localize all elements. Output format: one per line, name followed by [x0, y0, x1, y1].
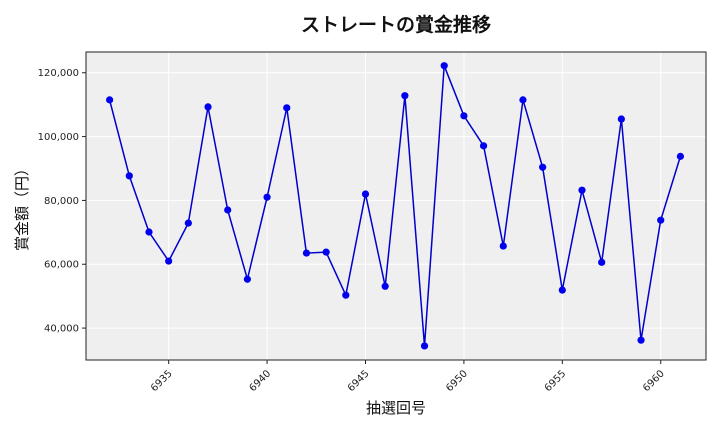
data-point: [539, 163, 547, 171]
x-tick-label: 6945: [346, 368, 372, 394]
data-point: [676, 152, 685, 160]
data-point: [145, 228, 153, 236]
x-tick-label: 6950: [444, 368, 470, 394]
y-tick-label: 120,000: [38, 68, 79, 79]
data-point: [283, 104, 291, 112]
data-line: [108, 65, 682, 347]
data-point: [381, 282, 389, 290]
y-tick-label: 80,000: [44, 196, 79, 207]
data-point: [106, 96, 114, 104]
gridlines: [86, 52, 706, 360]
data-point: [657, 216, 665, 224]
y-axis-label: 賞金額（円）: [13, 161, 31, 251]
data-point: [479, 142, 488, 150]
plot-frame: [85, 51, 707, 361]
data-point: [637, 336, 645, 344]
data-point: [598, 258, 606, 266]
data-point: [401, 92, 409, 100]
x-tick-label: 6960: [641, 368, 667, 394]
data-point: [460, 112, 468, 120]
data-point: [578, 186, 586, 194]
plot-area: [86, 52, 706, 360]
x-tick-label: 6940: [247, 368, 273, 394]
data-point: [165, 257, 173, 265]
data-point: [499, 242, 507, 250]
x-axis-ticks: 6935 6940 6945 6950 6955 6960: [149, 360, 667, 394]
data-point: [361, 190, 370, 198]
data-point: [302, 249, 311, 257]
data-point: [184, 219, 192, 227]
data-point: [125, 172, 133, 180]
data-point: [243, 275, 251, 283]
data-point: [224, 206, 232, 214]
y-tick-label: 40,000: [44, 324, 79, 335]
data-point: [519, 96, 527, 104]
data-point: [558, 286, 566, 294]
data-point: [342, 291, 350, 299]
x-axis-label: 抽選回号: [366, 399, 426, 417]
y-tick-label: 100,000: [38, 132, 79, 143]
data-point: [204, 103, 212, 111]
data-point: [420, 342, 429, 350]
data-point: [263, 193, 271, 201]
y-tick-label: 60,000: [44, 260, 79, 271]
y-axis-ticks: 40,000 60,000 80,000 100,000 120,000: [38, 68, 86, 335]
x-tick-label: 6955: [543, 368, 569, 394]
x-tick-label: 6935: [149, 368, 175, 394]
data-markers: [106, 62, 685, 350]
chart-title: ストレートの賞金推移: [300, 14, 491, 36]
data-point: [322, 248, 330, 256]
data-point: [617, 115, 625, 123]
data-point: [440, 62, 448, 70]
